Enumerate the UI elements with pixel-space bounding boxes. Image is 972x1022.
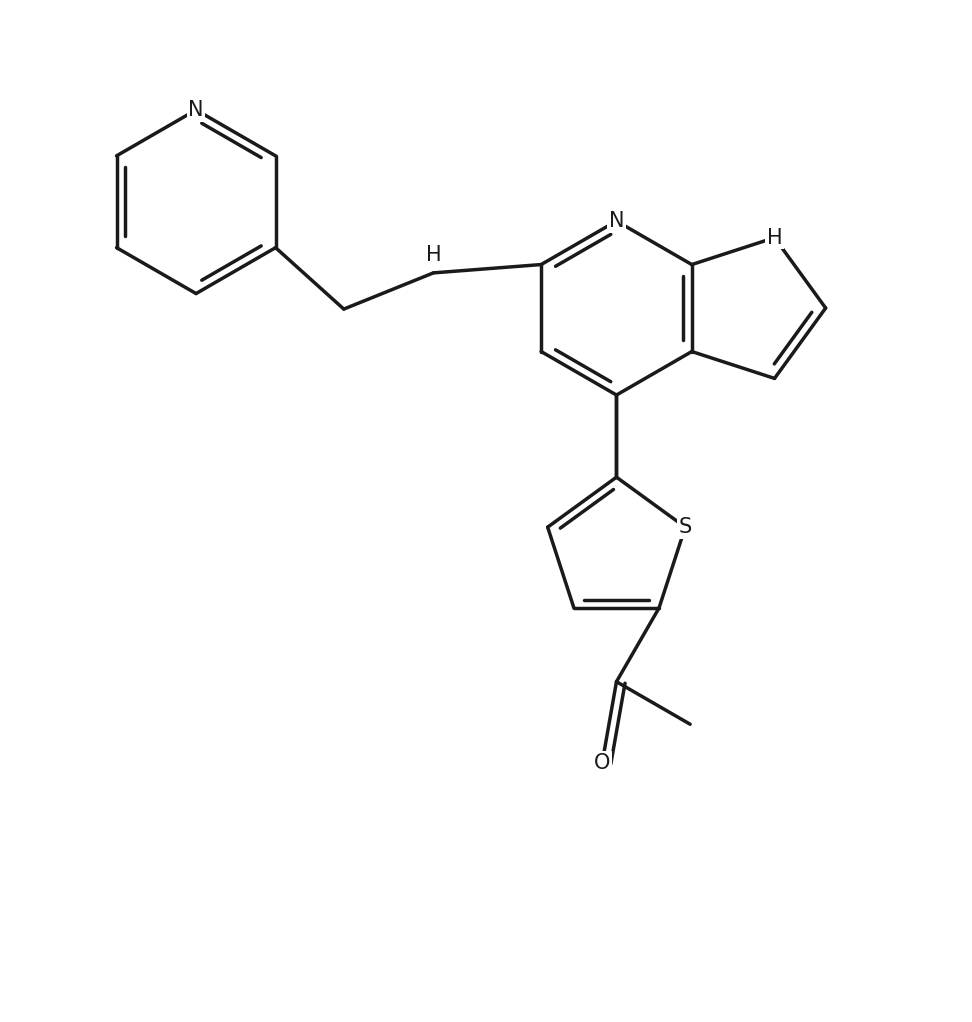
Text: H: H <box>767 228 782 247</box>
Text: O: O <box>594 752 610 773</box>
Text: N: N <box>189 100 204 120</box>
Text: H: H <box>426 245 441 266</box>
Text: N: N <box>608 212 624 231</box>
Text: S: S <box>678 517 692 538</box>
